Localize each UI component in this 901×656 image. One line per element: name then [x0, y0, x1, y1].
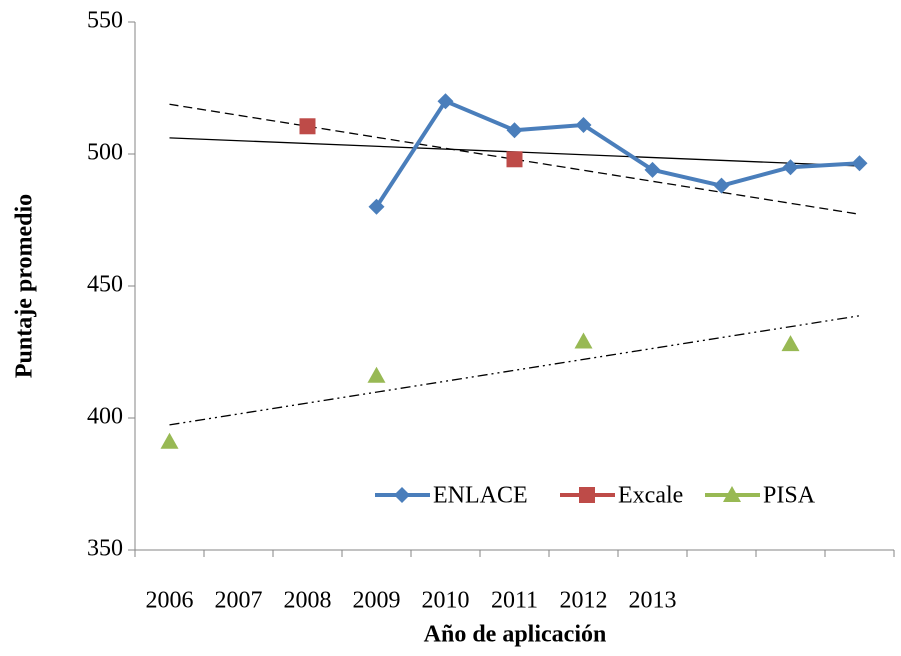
marker — [713, 177, 730, 194]
trend-line — [169, 103, 860, 215]
y-tick-label: 550 — [87, 8, 123, 34]
y-tick-label: 350 — [87, 536, 123, 562]
marker — [644, 161, 661, 178]
marker — [160, 432, 179, 449]
legend-marker — [579, 487, 595, 503]
legend-label: Excale — [618, 483, 683, 509]
marker — [851, 155, 868, 172]
marker — [367, 366, 386, 383]
marker — [782, 159, 799, 176]
marker — [506, 151, 523, 168]
y-tick-label: 450 — [87, 272, 123, 298]
legend-label: ENLACE — [433, 483, 528, 509]
marker — [299, 118, 316, 135]
x-tick-label: 2006 — [146, 588, 194, 614]
legend-marker — [394, 487, 410, 503]
x-tick-label: 2008 — [284, 588, 332, 614]
x-tick-label: 2013 — [629, 588, 677, 614]
x-tick-label: 2007 — [215, 588, 263, 614]
x-tick-label: 2011 — [491, 588, 538, 614]
x-tick-label: 2012 — [560, 588, 608, 614]
legend-marker — [723, 486, 741, 502]
marker — [437, 93, 454, 110]
marker — [368, 198, 385, 215]
y-tick-label: 400 — [87, 404, 123, 430]
x-axis-title: Año de aplicación — [424, 622, 607, 648]
y-axis-title: Puntaje promedio — [12, 194, 38, 378]
y-tick-label: 500 — [87, 140, 123, 166]
trend-line — [169, 315, 860, 426]
marker — [506, 122, 523, 139]
marker — [781, 335, 800, 352]
x-tick-label: 2009 — [353, 588, 401, 614]
x-tick-label: 2010 — [422, 588, 470, 614]
marker — [574, 332, 593, 349]
marker — [575, 116, 592, 133]
legend-label: PISA — [763, 483, 816, 509]
series-line — [374, 99, 860, 208]
